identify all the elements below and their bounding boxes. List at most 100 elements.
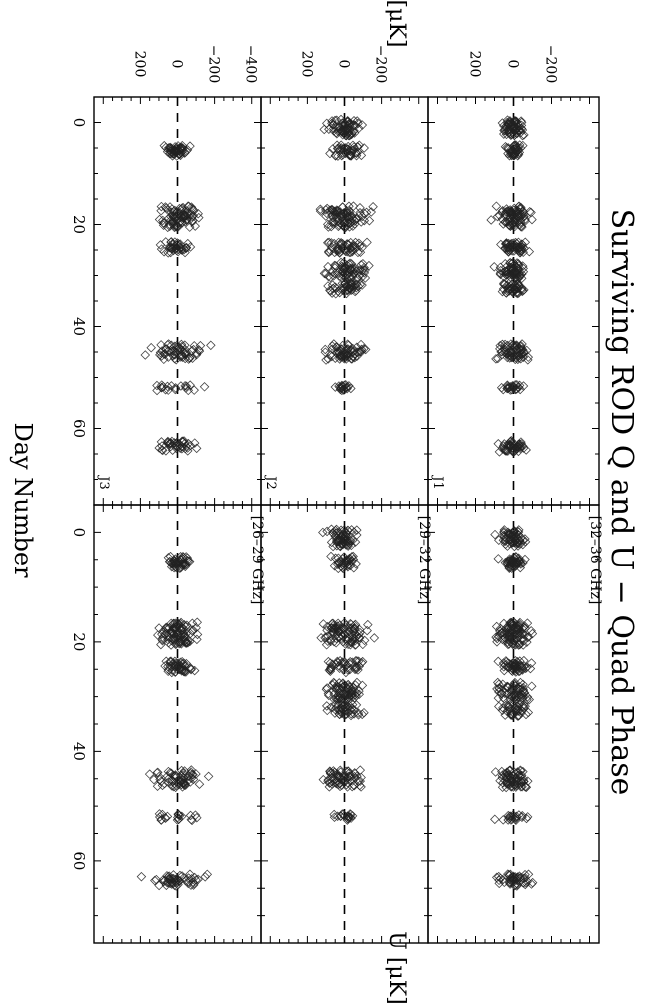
data-marker	[499, 530, 509, 541]
data-marker	[509, 636, 519, 646]
data-marker	[351, 214, 362, 225]
data-marker	[331, 638, 341, 648]
data-marker	[188, 625, 198, 635]
data-marker	[173, 814, 184, 824]
data-marker	[518, 443, 529, 453]
data-marker	[342, 773, 352, 783]
data-marker	[325, 272, 336, 283]
data-marker	[500, 217, 510, 227]
data-marker	[334, 220, 344, 231]
data-marker	[157, 441, 167, 451]
data-marker	[500, 536, 510, 547]
data-marker	[185, 663, 195, 673]
data-marker	[172, 222, 182, 232]
data-marker	[358, 639, 368, 650]
y-tick-label: 200	[467, 51, 483, 78]
data-marker	[494, 875, 504, 886]
data-marker	[324, 124, 334, 134]
data-marker	[335, 705, 346, 715]
data-marker	[176, 561, 186, 572]
data-marker	[505, 706, 516, 716]
data-marker	[514, 140, 525, 150]
data-marker	[513, 258, 524, 269]
data-marker	[157, 215, 168, 226]
data-marker	[353, 247, 363, 258]
data-marker	[152, 385, 162, 396]
data-marker	[486, 215, 496, 225]
data-marker	[189, 206, 199, 216]
data-marker	[333, 691, 344, 702]
data-marker	[339, 618, 350, 628]
data-marker	[337, 631, 348, 641]
data-marker	[347, 245, 358, 255]
data-marker	[328, 283, 338, 294]
data-marker	[152, 781, 163, 792]
data-marker	[164, 219, 175, 230]
data-marker	[177, 217, 187, 227]
data-marker	[359, 262, 369, 273]
data-marker	[354, 270, 365, 281]
data-marker	[325, 148, 335, 159]
data-marker	[324, 782, 335, 792]
data-marker	[322, 625, 332, 636]
data-marker	[166, 148, 176, 159]
data-marker	[170, 666, 181, 677]
chart-title: Surviving ROD Q and U − Quad Phase	[604, 209, 639, 796]
data-marker	[518, 381, 529, 391]
data-marker	[494, 683, 505, 693]
data-marker	[332, 268, 343, 279]
data-marker	[351, 559, 361, 569]
data-marker	[173, 557, 184, 568]
data-marker	[516, 273, 527, 284]
data-marker	[358, 265, 369, 275]
data-marker	[350, 662, 361, 672]
data-marker	[513, 350, 524, 360]
data-marker	[349, 352, 360, 363]
data-marker	[162, 811, 173, 822]
data-marker	[334, 779, 345, 789]
data-marker	[507, 639, 518, 650]
data-marker	[493, 656, 503, 667]
data-marker	[332, 624, 342, 634]
data-marker	[161, 344, 172, 354]
x-tick-label: 60	[70, 419, 88, 438]
data-marker	[517, 705, 527, 716]
data-marker	[157, 634, 167, 645]
data-marker	[321, 640, 332, 650]
data-marker	[517, 662, 527, 672]
data-marker	[521, 813, 532, 824]
data-marker	[185, 869, 195, 880]
data-marker	[357, 709, 367, 720]
data-marker	[324, 237, 334, 248]
data-marker	[502, 779, 512, 789]
data-marker	[519, 661, 529, 671]
data-marker	[505, 385, 516, 395]
data-marker	[160, 384, 171, 395]
data-marker	[490, 529, 500, 540]
data-marker	[199, 382, 210, 392]
data-marker	[506, 150, 517, 161]
data-marker	[176, 350, 187, 361]
data-marker	[167, 445, 178, 456]
data-marker	[493, 631, 504, 642]
data-marker	[520, 534, 530, 544]
data-marker	[509, 130, 520, 141]
x-tick-label: 40	[70, 317, 88, 336]
data-marker	[337, 278, 348, 289]
data-marker	[349, 780, 360, 791]
data-marker	[194, 779, 205, 789]
data-marker	[151, 874, 162, 885]
data-marker	[357, 280, 367, 290]
data-marker	[512, 526, 523, 537]
data-marker	[178, 666, 189, 677]
data-marker	[327, 116, 337, 126]
data-marker	[203, 771, 214, 782]
data-marker	[334, 663, 345, 674]
markers	[136, 114, 538, 891]
data-marker	[494, 878, 504, 889]
data-marker	[508, 447, 519, 457]
data-marker	[346, 540, 357, 551]
data-marker	[326, 524, 337, 535]
data-marker	[511, 124, 521, 135]
data-marker	[492, 677, 503, 688]
